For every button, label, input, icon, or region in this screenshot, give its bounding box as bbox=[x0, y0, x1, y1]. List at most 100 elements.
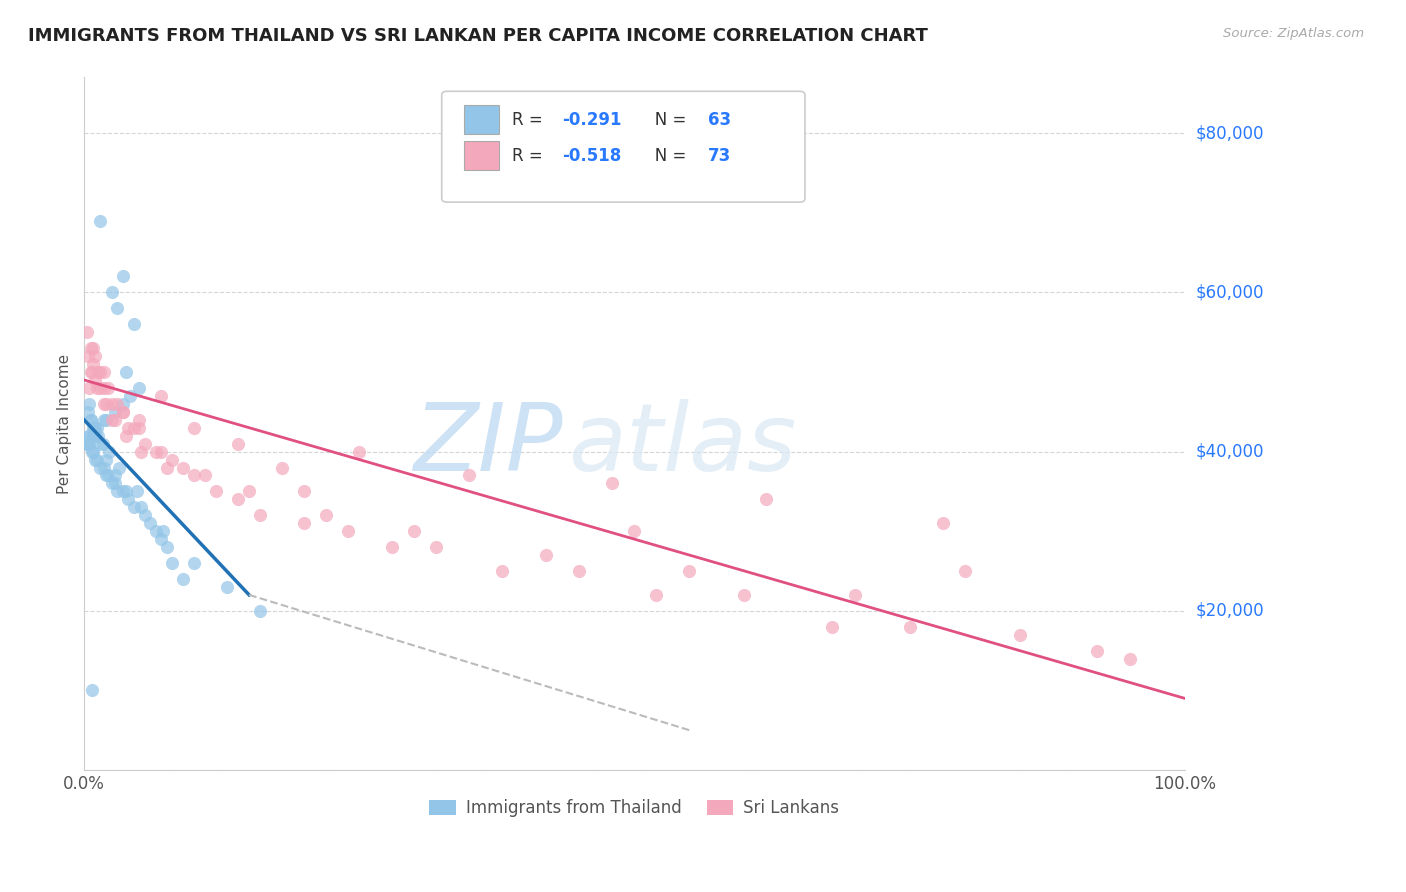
Point bbox=[84, 428, 107, 442]
Point bbox=[249, 508, 271, 523]
Point bbox=[111, 397, 134, 411]
Point bbox=[89, 213, 111, 227]
Point bbox=[134, 436, 156, 450]
Point bbox=[844, 588, 866, 602]
Point bbox=[128, 381, 150, 395]
Point bbox=[94, 452, 117, 467]
Point bbox=[1118, 651, 1140, 665]
Point bbox=[76, 325, 98, 339]
Point bbox=[122, 420, 145, 434]
Point bbox=[602, 476, 624, 491]
Point bbox=[160, 452, 183, 467]
Point bbox=[1008, 628, 1031, 642]
Text: R =: R = bbox=[512, 146, 548, 165]
Point bbox=[645, 588, 668, 602]
Point bbox=[104, 405, 127, 419]
Point bbox=[183, 420, 205, 434]
Text: $40,000: $40,000 bbox=[1197, 442, 1264, 460]
Text: N =: N = bbox=[638, 146, 692, 165]
Point bbox=[404, 524, 426, 538]
Point bbox=[94, 397, 117, 411]
Point bbox=[337, 524, 360, 538]
FancyBboxPatch shape bbox=[441, 91, 806, 202]
Point bbox=[79, 436, 101, 450]
Point bbox=[77, 349, 100, 363]
Point bbox=[111, 405, 134, 419]
Text: IMMIGRANTS FROM THAILAND VS SRI LANKAN PER CAPITA INCOME CORRELATION CHART: IMMIGRANTS FROM THAILAND VS SRI LANKAN P… bbox=[28, 27, 928, 45]
FancyBboxPatch shape bbox=[464, 105, 499, 134]
Point bbox=[91, 436, 114, 450]
Point bbox=[898, 620, 921, 634]
Point bbox=[104, 413, 127, 427]
Point bbox=[80, 683, 103, 698]
Point bbox=[79, 381, 101, 395]
Point bbox=[97, 381, 120, 395]
Point bbox=[82, 341, 104, 355]
Point bbox=[84, 452, 107, 467]
Text: ZIP: ZIP bbox=[413, 399, 562, 490]
Point bbox=[733, 588, 755, 602]
Point bbox=[678, 564, 700, 578]
Text: atlas: atlas bbox=[568, 399, 797, 490]
Point bbox=[931, 516, 953, 531]
Point bbox=[172, 572, 194, 586]
Point bbox=[105, 484, 128, 499]
Point bbox=[79, 365, 101, 379]
Point bbox=[160, 556, 183, 570]
Point bbox=[249, 604, 271, 618]
Point bbox=[111, 484, 134, 499]
Point bbox=[150, 389, 173, 403]
Point bbox=[155, 460, 177, 475]
Point bbox=[111, 405, 134, 419]
Text: $60,000: $60,000 bbox=[1197, 284, 1264, 301]
Point bbox=[122, 317, 145, 331]
Point bbox=[79, 428, 101, 442]
Point bbox=[97, 468, 120, 483]
Point bbox=[623, 524, 645, 538]
Point bbox=[93, 365, 115, 379]
Point bbox=[105, 301, 128, 316]
Text: N =: N = bbox=[638, 111, 692, 128]
Point bbox=[238, 484, 260, 499]
Text: 73: 73 bbox=[709, 146, 731, 165]
Point bbox=[89, 436, 111, 450]
Point bbox=[82, 420, 104, 434]
Text: Source: ZipAtlas.com: Source: ZipAtlas.com bbox=[1223, 27, 1364, 40]
Point bbox=[79, 341, 101, 355]
Point bbox=[120, 389, 142, 403]
Point bbox=[755, 492, 778, 507]
Point bbox=[100, 413, 122, 427]
Y-axis label: Per Capita Income: Per Capita Income bbox=[58, 353, 72, 494]
Point bbox=[347, 444, 370, 458]
Point bbox=[105, 397, 128, 411]
Point bbox=[79, 413, 101, 427]
Point bbox=[292, 516, 315, 531]
Point bbox=[76, 436, 98, 450]
Point bbox=[86, 452, 108, 467]
Point bbox=[128, 413, 150, 427]
Point bbox=[292, 484, 315, 499]
Point bbox=[114, 484, 136, 499]
Point bbox=[491, 564, 513, 578]
Text: -0.518: -0.518 bbox=[562, 146, 621, 165]
Point bbox=[98, 444, 121, 458]
Point bbox=[568, 564, 591, 578]
Point bbox=[155, 540, 177, 554]
Point bbox=[79, 413, 101, 427]
Point bbox=[86, 381, 108, 395]
Point bbox=[381, 540, 404, 554]
Point bbox=[87, 428, 110, 442]
Point bbox=[821, 620, 844, 634]
Text: $80,000: $80,000 bbox=[1197, 124, 1264, 142]
Point bbox=[150, 444, 173, 458]
Point bbox=[145, 524, 167, 538]
Point bbox=[194, 468, 217, 483]
Point bbox=[315, 508, 337, 523]
Point bbox=[82, 357, 104, 371]
Point bbox=[111, 269, 134, 284]
Point bbox=[100, 397, 122, 411]
Point bbox=[82, 444, 104, 458]
Point bbox=[104, 468, 127, 483]
Point bbox=[82, 428, 104, 442]
Point bbox=[84, 349, 107, 363]
